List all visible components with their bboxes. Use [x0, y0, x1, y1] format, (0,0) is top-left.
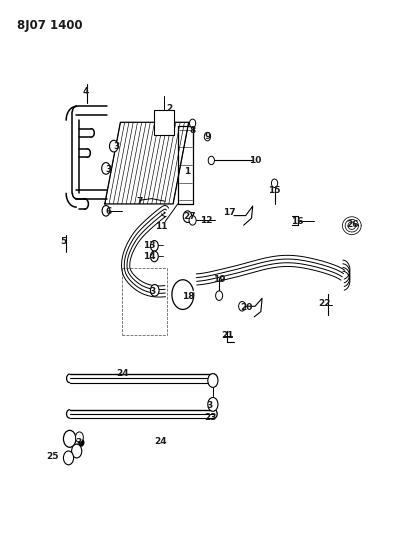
Text: 12: 12: [200, 216, 213, 225]
Circle shape: [208, 398, 218, 411]
Text: 3: 3: [113, 142, 119, 151]
Text: 8: 8: [189, 126, 196, 135]
Text: 3: 3: [150, 287, 156, 296]
Circle shape: [204, 132, 211, 141]
Circle shape: [216, 291, 223, 301]
Text: 5: 5: [61, 237, 67, 246]
Circle shape: [110, 140, 118, 152]
Circle shape: [189, 119, 196, 127]
Text: 2: 2: [166, 104, 172, 113]
Text: 19: 19: [213, 274, 226, 284]
Text: 27: 27: [184, 212, 196, 221]
Circle shape: [272, 179, 278, 188]
Text: 15: 15: [268, 185, 281, 195]
Text: 3: 3: [106, 165, 112, 174]
Text: 3: 3: [75, 438, 82, 447]
Text: 14: 14: [143, 252, 156, 261]
Text: 1: 1: [184, 166, 190, 175]
Circle shape: [75, 432, 83, 442]
Text: 16: 16: [291, 217, 303, 227]
Circle shape: [102, 206, 110, 216]
Text: 21: 21: [222, 331, 234, 340]
Text: 10: 10: [249, 157, 261, 165]
Text: 25: 25: [46, 452, 59, 461]
Circle shape: [239, 302, 246, 311]
Circle shape: [183, 211, 192, 222]
Text: 3: 3: [206, 401, 213, 410]
Text: 20: 20: [240, 303, 253, 312]
Text: 24: 24: [154, 437, 167, 446]
Circle shape: [151, 240, 158, 251]
Circle shape: [102, 163, 110, 174]
Circle shape: [208, 156, 215, 165]
Text: 4: 4: [82, 87, 88, 96]
Text: 17: 17: [222, 208, 235, 217]
Bar: [154, 110, 174, 135]
Circle shape: [151, 285, 159, 296]
Circle shape: [151, 251, 158, 262]
Text: 26: 26: [346, 220, 359, 229]
Text: 22: 22: [318, 299, 331, 308]
Text: 18: 18: [182, 292, 194, 301]
Text: 8J07 1400: 8J07 1400: [17, 19, 83, 32]
Text: 24: 24: [116, 369, 129, 378]
Text: 11: 11: [155, 222, 168, 231]
Circle shape: [72, 444, 82, 458]
Circle shape: [79, 439, 84, 446]
Circle shape: [63, 451, 73, 465]
Text: 13: 13: [143, 241, 156, 251]
Text: 6: 6: [106, 207, 112, 216]
Circle shape: [189, 216, 196, 225]
Text: 9: 9: [204, 132, 211, 141]
Text: 23: 23: [204, 413, 217, 422]
Circle shape: [63, 430, 76, 447]
Text: 7: 7: [137, 197, 143, 206]
Circle shape: [208, 374, 218, 387]
